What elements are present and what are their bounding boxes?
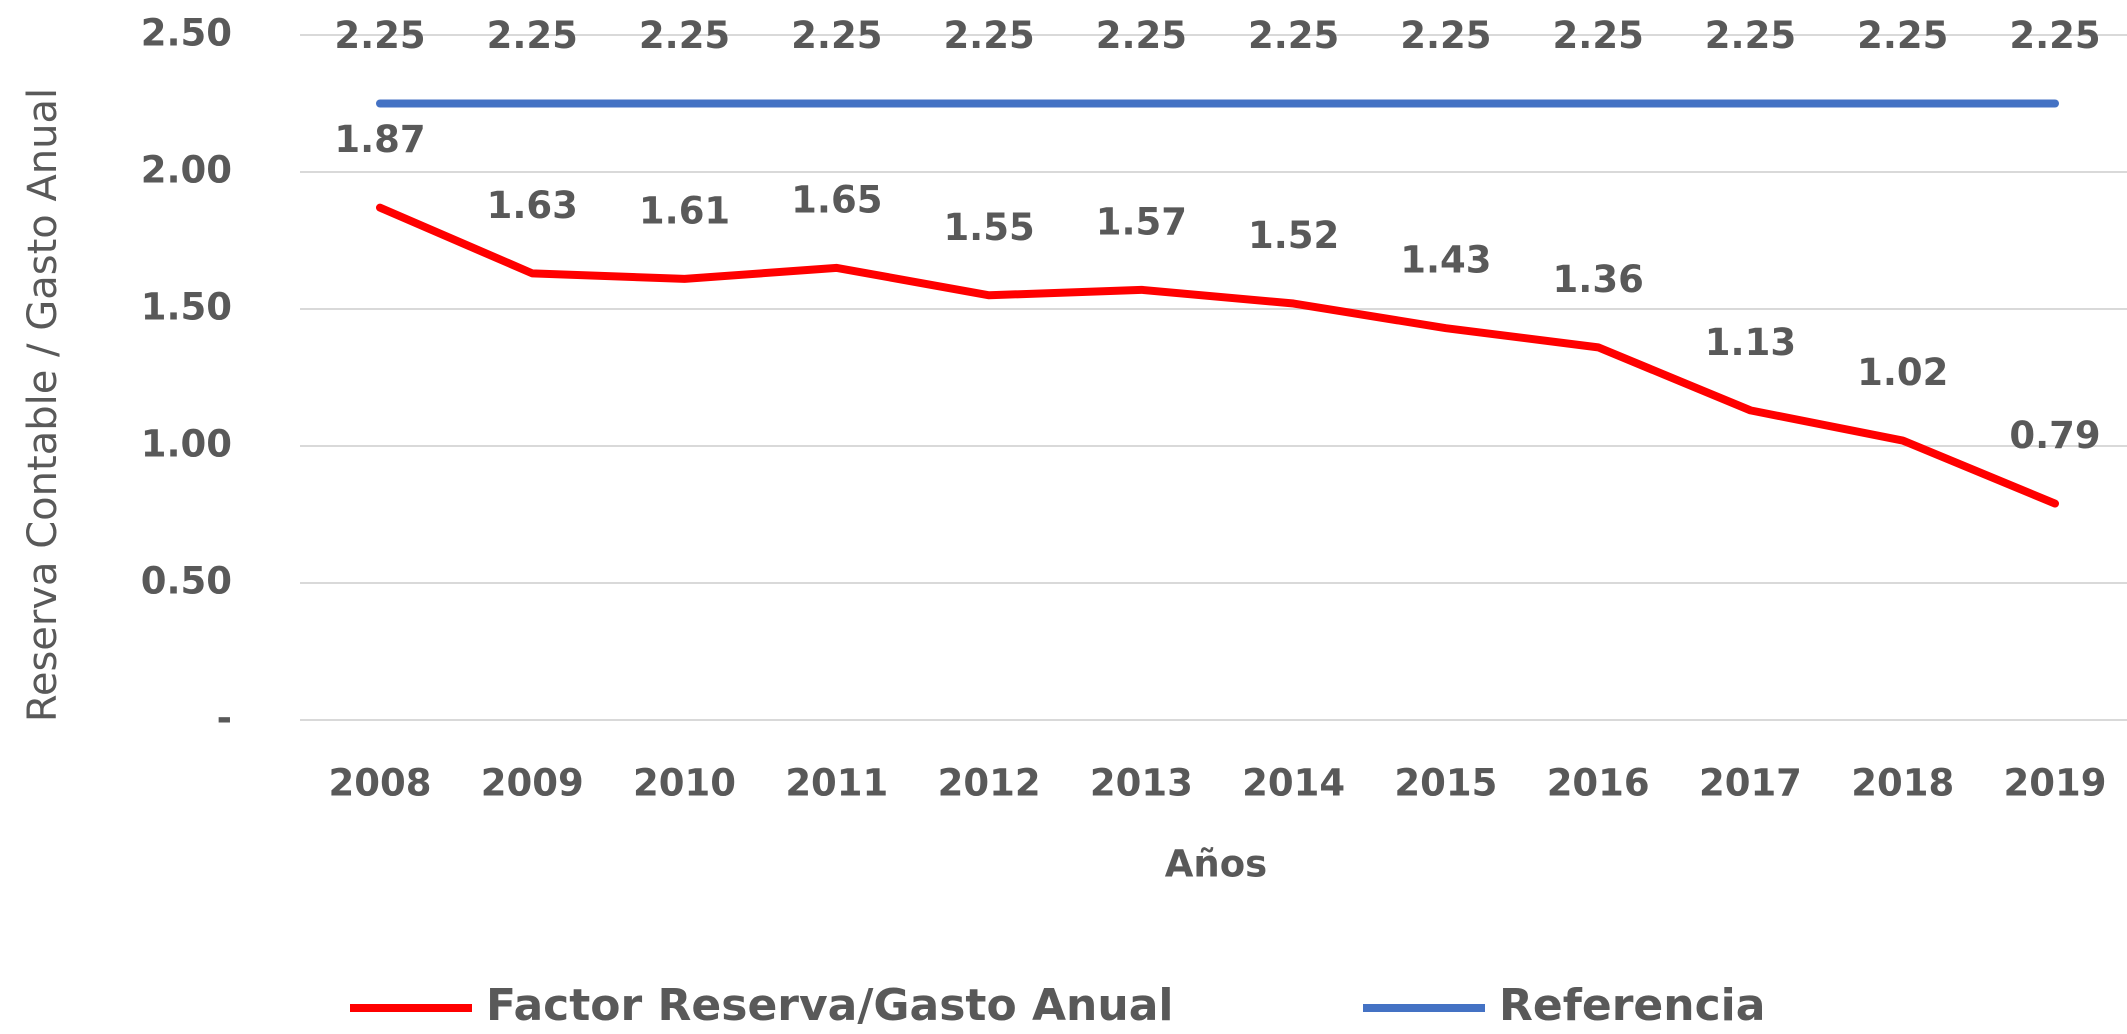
data-label: 2.25	[791, 14, 882, 57]
data-label: 2.25	[639, 14, 730, 57]
y-tick-label: 0.50	[141, 560, 232, 603]
x-axis-title: Años	[1165, 843, 1267, 886]
legend-label: Referencia	[1499, 980, 1765, 1031]
data-label: 0.79	[2009, 414, 2100, 457]
data-label: 1.13	[1705, 321, 1796, 364]
data-label: 2.25	[2009, 14, 2100, 57]
data-label: 2.25	[334, 14, 425, 57]
y-tick-label: 1.00	[141, 423, 232, 466]
data-label: 1.57	[1096, 200, 1187, 243]
data-label: 2.25	[1400, 14, 1491, 57]
data-label: 1.55	[943, 206, 1034, 249]
data-label: 2.25	[1553, 14, 1644, 57]
legend-label: Factor Reserva/Gasto Anual	[486, 980, 1173, 1031]
data-label: 2.25	[487, 14, 578, 57]
x-tick-label: 2017	[1699, 762, 1802, 805]
data-label: 1.43	[1400, 239, 1491, 282]
data-label: 1.36	[1553, 258, 1644, 301]
x-tick-label: 2016	[1547, 762, 1650, 805]
data-label: 2.25	[1248, 14, 1339, 57]
data-label: 2.25	[1705, 14, 1796, 57]
y-axis-title: Reserva Contable / Gasto Anual	[20, 88, 66, 722]
x-tick-label: 2012	[938, 762, 1041, 805]
data-label: 1.65	[791, 178, 882, 221]
x-tick-label: 2010	[633, 762, 736, 805]
y-tick-label: 1.50	[141, 286, 232, 329]
data-label: 1.61	[639, 189, 730, 232]
y-tick-label: 2.00	[141, 149, 232, 192]
x-tick-label: 2008	[329, 762, 432, 805]
x-tick-label: 2018	[1851, 762, 1954, 805]
x-tick-label: 2013	[1090, 762, 1193, 805]
x-tick-label: 2014	[1242, 762, 1345, 805]
data-label: 1.87	[334, 118, 425, 161]
y-tick-label: 2.50	[141, 12, 232, 55]
x-tick-label: 2019	[2004, 762, 2107, 805]
data-label: 1.63	[487, 184, 578, 227]
data-label: 1.52	[1248, 214, 1339, 257]
data-label: 2.25	[1096, 14, 1187, 57]
x-tick-label: 2009	[481, 762, 584, 805]
data-label: 1.02	[1857, 351, 1948, 394]
x-tick-label: 2011	[785, 762, 888, 805]
data-label: 2.25	[1857, 14, 1948, 57]
data-label: 2.25	[943, 14, 1034, 57]
data-line	[376, 203, 2059, 508]
x-tick-label: 2015	[1394, 762, 1497, 805]
y-tick-label: -	[217, 697, 232, 740]
